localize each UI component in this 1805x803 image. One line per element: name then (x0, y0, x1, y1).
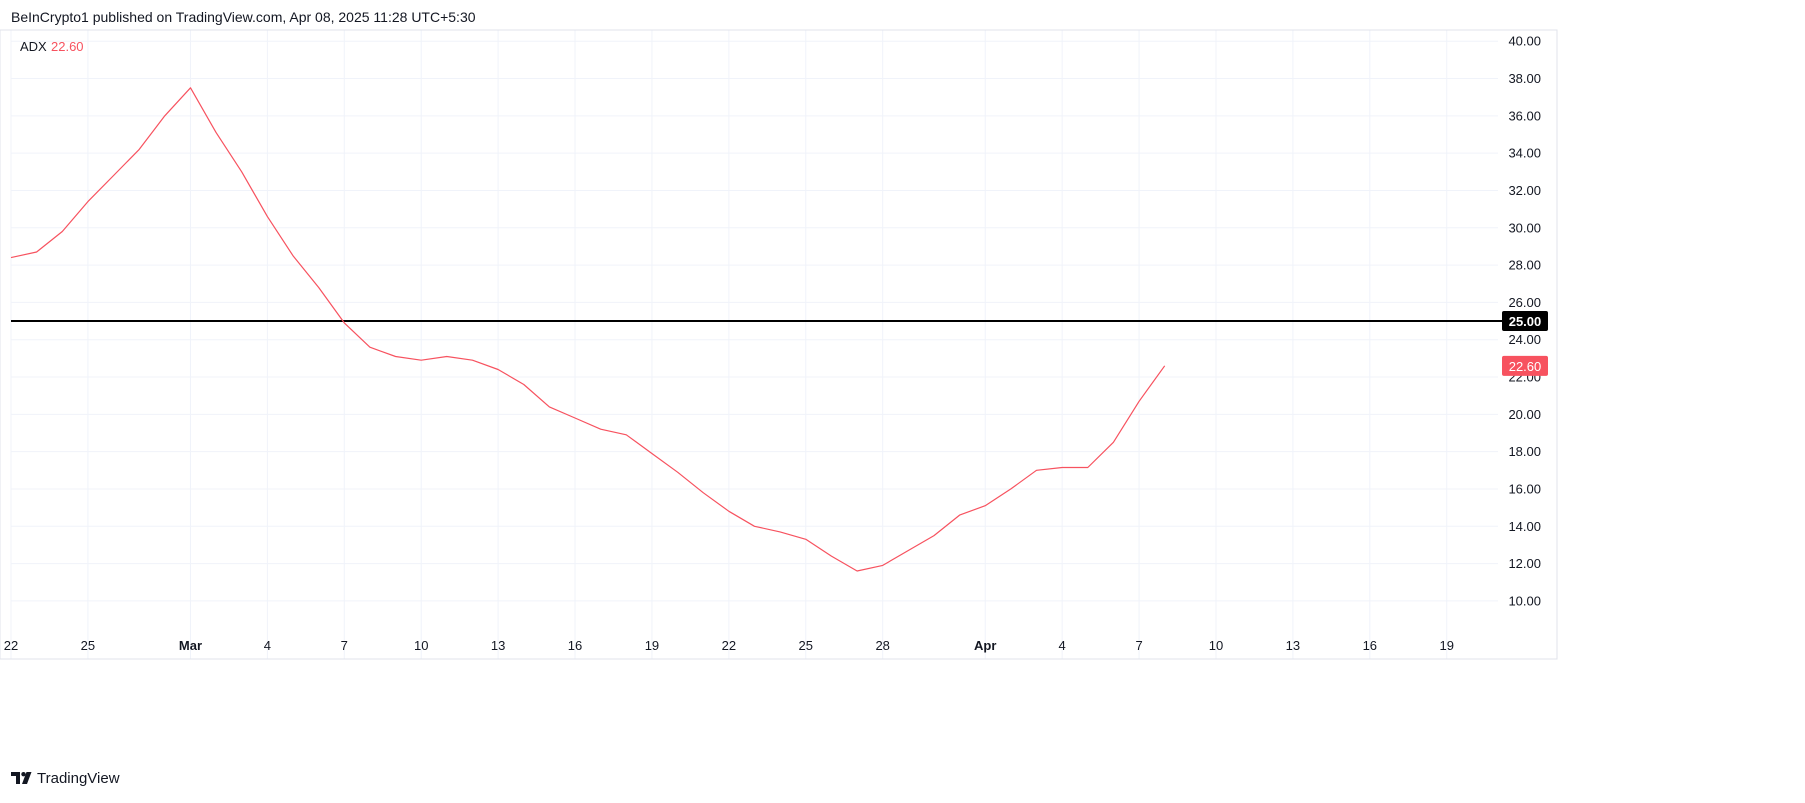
reference-badge-label: 25.00 (1509, 314, 1542, 329)
last-value-badge: 22.60 (1502, 355, 1548, 376)
y-tick-label: 24.00 (1508, 332, 1541, 347)
y-axis-tick-labels: 10.0012.0014.0016.0018.0020.0022.0024.00… (1508, 34, 1541, 609)
y-tick-label: 20.00 (1508, 407, 1541, 422)
plot-frame (0, 29, 1558, 660)
y-tick-label: 36.00 (1508, 108, 1541, 123)
indicator-legend[interactable]: ADX 22.60 (20, 39, 84, 54)
x-tick-label: 25 (799, 638, 813, 653)
y-tick-label: 10.00 (1508, 593, 1541, 608)
y-tick-label: 34.00 (1508, 146, 1541, 161)
last-value-badge-background (1502, 355, 1548, 376)
vertical-gridlines (10, 30, 1448, 659)
reference-badge-background (1502, 311, 1548, 332)
publisher-name[interactable]: BeInCrypto1 (11, 9, 89, 25)
publication-info: published on TradingView.com, Apr 08, 20… (88, 9, 476, 25)
y-tick-label: 30.00 (1508, 220, 1541, 235)
publication-header: BeInCrypto1 published on TradingView.com… (11, 9, 476, 25)
tradingview-brand-text: TradingView (37, 770, 120, 787)
x-tick-label: 25 (81, 638, 95, 653)
adx-series-line[interactable] (10, 87, 1166, 572)
tradingview-logo[interactable]: TradingView (11, 770, 120, 787)
x-tick-label: 13 (491, 638, 505, 653)
x-tick-label: 16 (568, 638, 582, 653)
last-value-badge-label: 22.60 (1509, 359, 1542, 374)
tradingview-logo-icon (11, 771, 32, 784)
x-tick-label: 22 (722, 638, 736, 653)
x-tick-label: 22 (4, 638, 18, 653)
indicator-name: ADX (20, 39, 47, 54)
x-tick-label: Apr (974, 638, 996, 653)
x-tick-label: Mar (179, 638, 202, 653)
indicator-value: 22.60 (51, 39, 84, 54)
y-tick-label: 18.00 (1508, 444, 1541, 459)
x-tick-label: 4 (264, 638, 271, 653)
x-tick-label: 28 (875, 638, 889, 653)
x-tick-label: 19 (645, 638, 659, 653)
x-tick-label: 19 (1439, 638, 1453, 653)
reference-value-badge: 25.00 (1502, 311, 1548, 332)
y-tick-label: 16.00 (1508, 481, 1541, 496)
x-tick-label: 10 (1209, 638, 1223, 653)
x-tick-label: 10 (414, 638, 428, 653)
y-tick-label: 12.00 (1508, 556, 1541, 571)
y-tick-label: 14.00 (1508, 519, 1541, 534)
x-axis-tick-labels: 22 25 Mar 4 7 10 13 16 19 22 25 28 Apr 4 7 10 13 16 19 (4, 638, 1454, 653)
y-tick-label: 32.00 (1508, 183, 1541, 198)
x-tick-label: 4 (1059, 638, 1066, 653)
horizontal-gridlines (11, 40, 1498, 602)
x-tick-label: 13 (1286, 638, 1300, 653)
x-tick-label: 7 (341, 638, 348, 653)
y-tick-label: 38.00 (1508, 71, 1541, 86)
y-tick-label: 40.00 (1508, 34, 1541, 49)
x-tick-label: 16 (1363, 638, 1377, 653)
y-tick-label: 26.00 (1508, 295, 1541, 310)
x-tick-label: 7 (1135, 638, 1142, 653)
y-tick-label: 28.00 (1508, 258, 1541, 273)
